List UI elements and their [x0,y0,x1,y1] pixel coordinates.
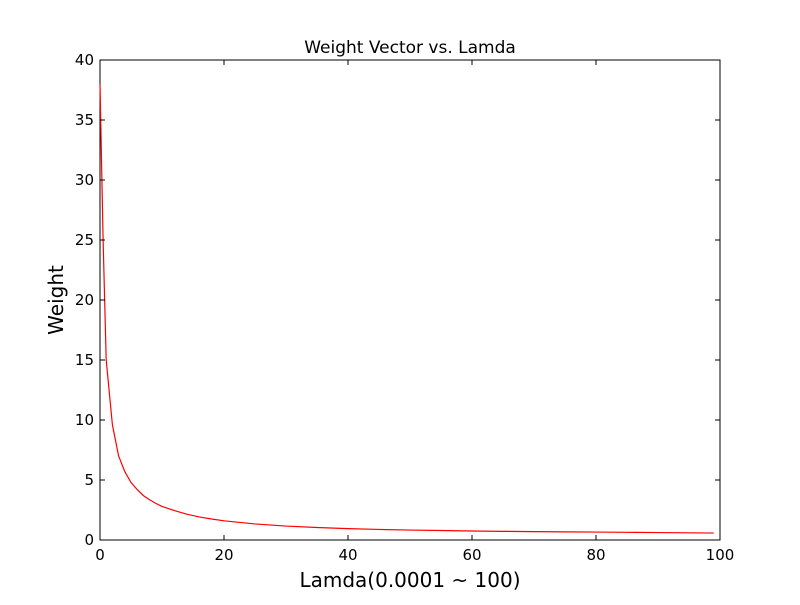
x-tick-label: 60 [462,546,481,564]
tick-layer: 0 20 40 60 80 100 0 5 10 15 20 25 30 35 40 [75,51,734,564]
y-tick-label: 5 [84,471,94,489]
x-tick-label: 100 [706,546,735,564]
y-tick-label: 25 [75,231,94,249]
y-tick-label: 15 [75,351,94,369]
y-tick-label: 30 [75,171,94,189]
x-tick-label: 20 [214,546,233,564]
series-layer [99,83,714,534]
y-tick-label: 35 [75,111,94,129]
plot-area: 0 20 40 60 80 100 0 5 10 15 20 25 30 35 40 [75,51,734,564]
x-tick-label: 40 [338,546,357,564]
chart-title: Weight Vector vs. Lamda [304,38,516,58]
axes-frame [99,59,721,541]
x-tick-label: 80 [586,546,605,564]
y-tick-label: 0 [84,531,94,549]
y-axis-label: Weight [44,265,68,335]
series-line [99,83,714,534]
y-tick-label: 20 [75,291,94,309]
x-axis-label: Lamda(0.0001 ~ 100) [299,568,520,592]
x-tick-label: 0 [95,546,105,564]
y-tick-label: 40 [75,51,94,69]
y-tick-label: 10 [75,411,94,429]
